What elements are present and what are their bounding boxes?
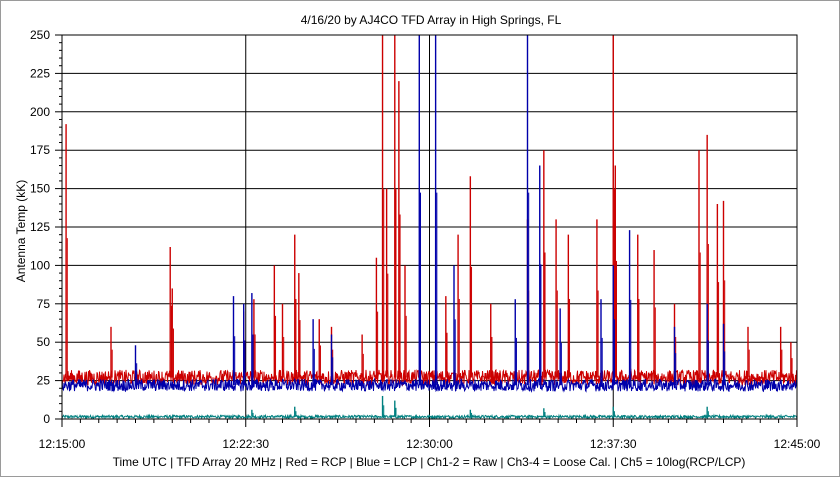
lcp-series [61, 35, 798, 393]
ratio-series [61, 395, 798, 420]
y-tick-label: 250 [30, 28, 50, 42]
y-tick-label: 25 [37, 374, 51, 388]
y-axis-label: Antenna Temp (kK) [14, 180, 28, 283]
x-tick-label: 12:45:00 [774, 437, 821, 451]
x-tick-label: 12:22:30 [222, 437, 269, 451]
y-tick-label: 100 [30, 258, 50, 272]
x-tick-label: 12:15:00 [39, 437, 86, 451]
y-tick-label: 75 [37, 297, 51, 311]
lcp-series-trace [61, 377, 798, 393]
y-tick-label: 0 [43, 412, 50, 426]
y-tick-label: 225 [30, 66, 50, 80]
y-tick-label: 200 [30, 105, 50, 119]
y-tick-label: 125 [30, 220, 50, 234]
x-tick-label: 12:37:30 [590, 437, 637, 451]
x-axis-label: Time UTC | TFD Array 20 MHz | Red = RCP … [113, 455, 746, 469]
x-tick-label: 12:30:00 [406, 437, 453, 451]
y-tick-label: 50 [37, 335, 51, 349]
chart-title: 4/16/20 by AJ4CO TFD Array in High Sprin… [301, 13, 562, 27]
y-tick-label: 150 [30, 182, 50, 196]
plot-border [61, 34, 798, 420]
ratio-series-trace [61, 413, 798, 420]
y-tick-label: 175 [30, 143, 50, 157]
